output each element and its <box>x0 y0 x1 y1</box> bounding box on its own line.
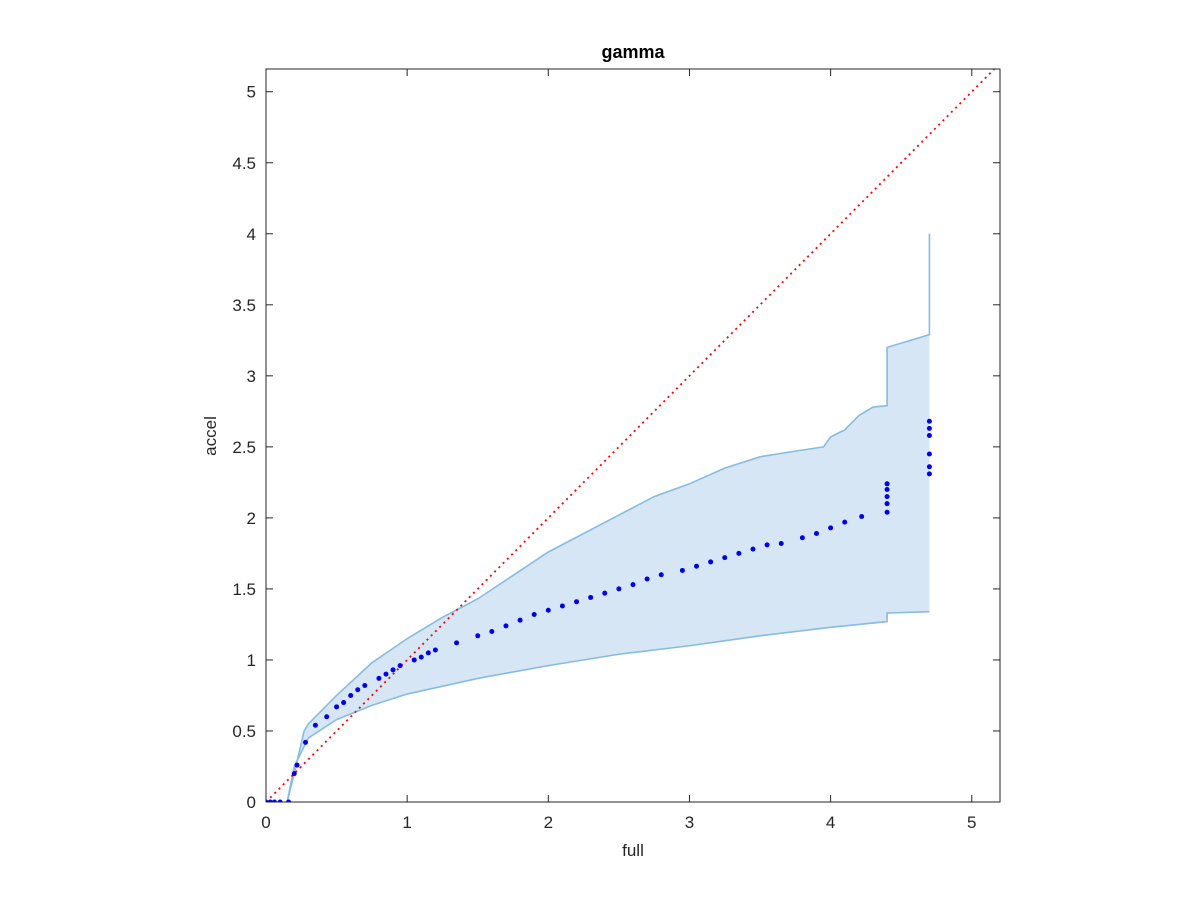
data-point <box>267 799 273 802</box>
y-tick-label: 4 <box>247 225 256 244</box>
data-point <box>926 425 932 431</box>
data-point <box>884 486 890 492</box>
data-point <box>411 657 417 663</box>
data-point <box>475 633 481 639</box>
x-tick-label: 4 <box>826 813 835 832</box>
data-point <box>926 464 932 470</box>
y-axis-label: accel <box>201 416 220 456</box>
y-tick-label: 0 <box>247 793 256 812</box>
data-point <box>778 540 784 546</box>
data-point <box>348 692 354 698</box>
data-point <box>432 647 438 653</box>
data-point <box>630 582 636 588</box>
data-point <box>708 559 714 565</box>
data-point <box>271 799 277 802</box>
data-point <box>294 762 300 768</box>
data-point <box>764 542 770 548</box>
data-point <box>926 433 932 438</box>
data-point <box>926 471 932 477</box>
band-edge <box>286 610 930 802</box>
band-edge <box>286 233 931 802</box>
data-point <box>799 535 805 541</box>
chart-title: gamma <box>601 42 665 62</box>
data-point <box>814 531 819 537</box>
data-point <box>926 451 932 457</box>
data-point <box>454 640 460 646</box>
data-point <box>531 611 537 617</box>
data-point <box>842 519 848 525</box>
data-point <box>859 513 865 519</box>
data-point <box>503 623 509 629</box>
data-point <box>644 576 650 582</box>
data-point <box>362 683 368 689</box>
y-tick-label: 3.5 <box>232 296 256 315</box>
x-tick-label: 0 <box>261 813 270 832</box>
x-tick-label: 5 <box>967 813 976 832</box>
data-point <box>679 567 685 573</box>
y-tick-label: 5 <box>247 83 256 102</box>
data-point <box>694 563 700 569</box>
data-point <box>884 509 890 515</box>
data-point <box>341 700 347 706</box>
data-point <box>559 603 565 609</box>
data-point <box>588 594 594 600</box>
data-point <box>291 771 297 777</box>
band-area <box>287 233 930 802</box>
data-point <box>489 629 495 635</box>
data-point <box>926 418 932 424</box>
data-point <box>334 704 340 710</box>
y-tick-label: 4.5 <box>232 154 256 173</box>
data-point <box>750 546 756 552</box>
data-point <box>286 799 292 802</box>
y-tick-label: 1 <box>247 651 256 670</box>
data-point <box>418 654 424 660</box>
data-point <box>545 607 551 613</box>
y-tick-label: 2.5 <box>232 438 256 457</box>
x-tick-label: 3 <box>685 813 694 832</box>
data-point <box>736 550 742 556</box>
data-point <box>312 722 318 728</box>
data-point <box>616 586 622 592</box>
data-point <box>425 650 431 656</box>
data-point <box>884 494 890 500</box>
data-point <box>517 617 523 623</box>
data-point <box>383 671 389 677</box>
data-point <box>574 599 580 605</box>
data-point <box>355 687 361 693</box>
data-point <box>658 572 664 578</box>
x-tick-label: 2 <box>544 813 553 832</box>
data-point <box>277 799 283 802</box>
data-point <box>884 501 890 507</box>
plot-frame <box>265 68 1001 803</box>
data-point <box>602 590 608 596</box>
y-tick-label: 1.5 <box>232 580 256 599</box>
data-point <box>376 675 382 681</box>
data-point <box>828 525 834 531</box>
data-point <box>397 663 403 669</box>
data-point <box>884 481 890 487</box>
data-point <box>303 739 309 745</box>
x-tick-label: 1 <box>402 813 411 832</box>
data-point <box>390 667 396 673</box>
y-tick-label: 2 <box>247 509 256 528</box>
y-tick-label: 3 <box>247 367 256 386</box>
data-point <box>324 714 330 720</box>
x-axis-label: full <box>622 841 644 860</box>
data-point <box>722 555 728 561</box>
y-tick-label: 0.5 <box>232 722 256 741</box>
